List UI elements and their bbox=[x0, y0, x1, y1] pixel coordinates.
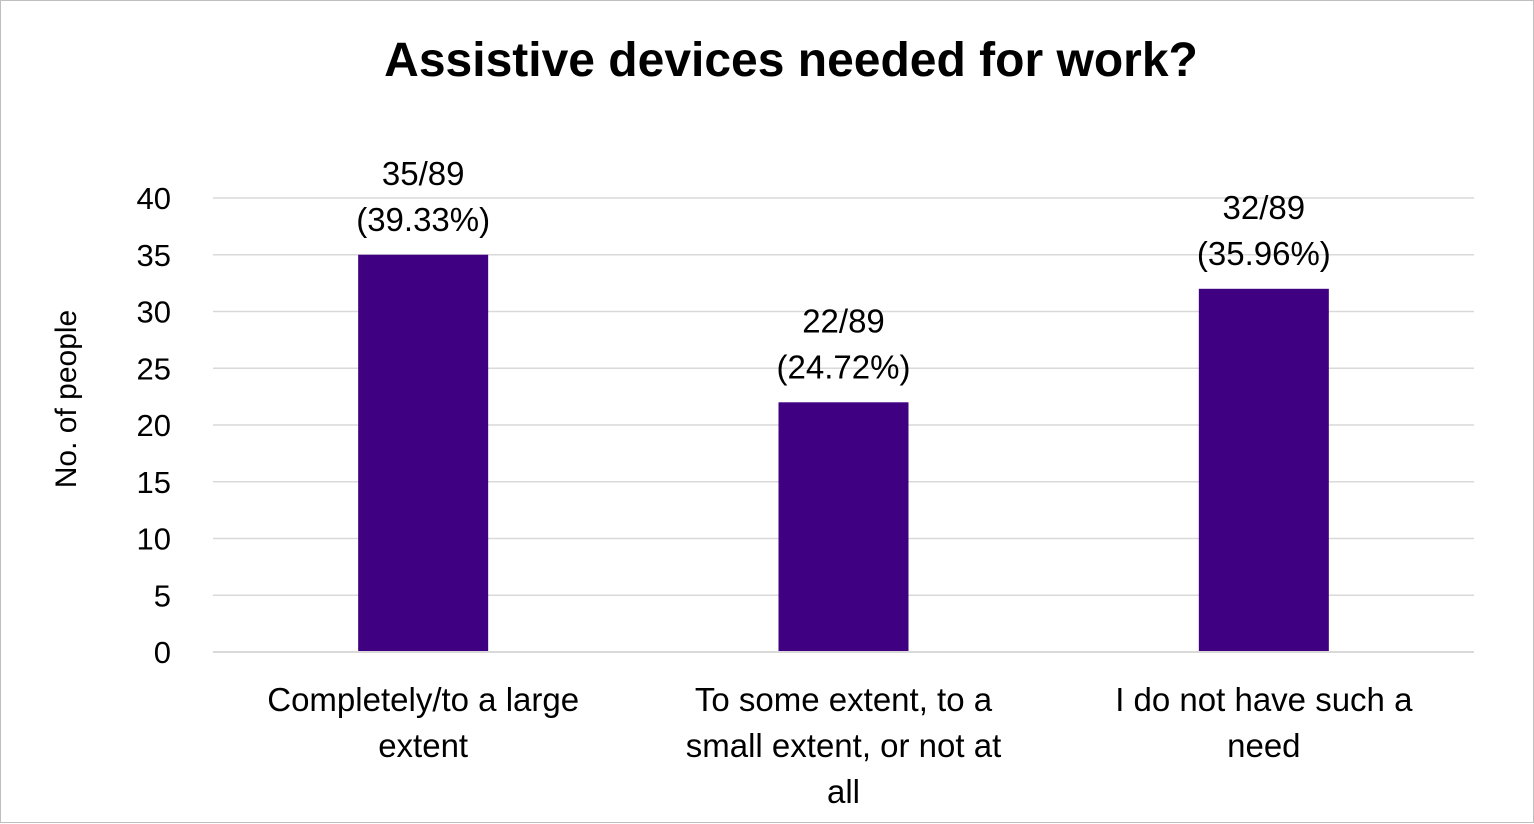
bar bbox=[778, 402, 909, 652]
bar bbox=[1198, 288, 1329, 652]
y-tick-label: 35 bbox=[137, 238, 171, 273]
x-tick-label: all bbox=[827, 773, 860, 810]
data-label: 22/89 bbox=[802, 302, 885, 339]
bar bbox=[358, 254, 489, 652]
y-tick-label: 25 bbox=[137, 351, 171, 386]
y-tick-label: 10 bbox=[137, 522, 171, 557]
chart-title: Assistive devices needed for work? bbox=[384, 34, 1198, 87]
data-label: 32/89 bbox=[1223, 189, 1306, 226]
y-tick-label: 5 bbox=[154, 578, 171, 613]
data-label: (39.33%) bbox=[356, 201, 490, 238]
y-tick-label: 30 bbox=[137, 295, 171, 330]
y-tick-label: 0 bbox=[154, 635, 171, 670]
y-tick-label: 40 bbox=[137, 181, 171, 216]
x-tick-label: I do not have such a bbox=[1115, 681, 1413, 718]
x-tick-label: To some extent, to a bbox=[695, 681, 993, 718]
y-tick-label: 15 bbox=[137, 465, 171, 500]
data-label: (24.72%) bbox=[777, 348, 911, 385]
data-label: (35.96%) bbox=[1197, 235, 1331, 272]
x-tick-label: small extent, or not at bbox=[686, 727, 1001, 764]
x-tick-label: Completely/to a large bbox=[267, 681, 579, 718]
x-tick-label: need bbox=[1227, 727, 1300, 764]
y-tick-label: 20 bbox=[137, 408, 171, 443]
x-tick-label: extent bbox=[378, 727, 468, 764]
data-label: 35/89 bbox=[382, 155, 465, 192]
